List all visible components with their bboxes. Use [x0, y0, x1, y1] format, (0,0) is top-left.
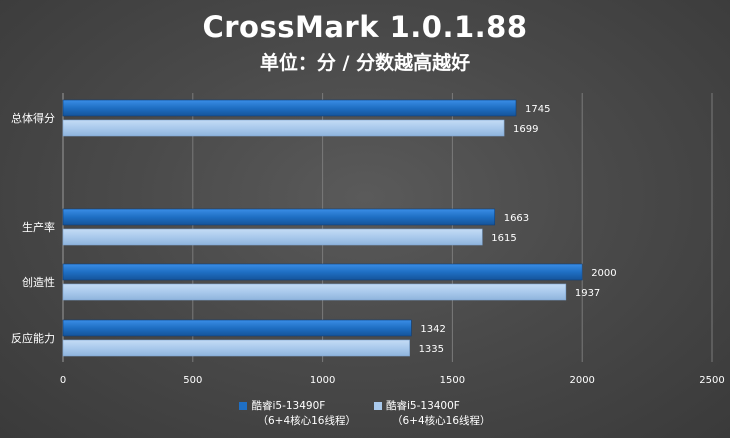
data-label: 1937: [575, 288, 600, 299]
data-label: 1699: [513, 124, 538, 135]
legend-label-series-1: 酷睿i5-13490F: [251, 400, 326, 412]
legend-swatch-series-1: [239, 402, 248, 410]
data-label: 2000: [591, 268, 616, 279]
legend-sublabel-series-1: （6+4核心16线程）: [257, 415, 356, 427]
x-tick-label: 0: [60, 375, 66, 386]
category-label: 总体得分: [11, 111, 55, 125]
data-label: 1663: [504, 213, 529, 224]
x-tick-label: 500: [183, 375, 202, 386]
bar: [62, 339, 410, 357]
x-tick-label: 2000: [569, 375, 594, 386]
chart-title: CrossMark 1.0.1.88: [202, 10, 528, 44]
legend-label-series-2: 酷睿i5-13400F: [386, 400, 460, 412]
bar: [62, 319, 412, 337]
legend-swatch-series-2: [374, 402, 382, 410]
chart-subtitle: 单位：分 / 分数越高越好: [259, 52, 471, 74]
bar: [62, 99, 517, 117]
data-label: 1335: [419, 344, 444, 355]
x-tick-label: 1000: [310, 375, 335, 386]
category-label: 反应能力: [11, 331, 55, 345]
x-tick-label: 2500: [699, 375, 724, 386]
bar: [62, 119, 505, 137]
bar: [62, 263, 583, 281]
data-label: 1342: [420, 324, 445, 335]
bar: [62, 228, 483, 246]
category-label: 创造性: [22, 275, 55, 289]
legend-item-series-2: 酷睿i5-13400F （6+4核心16线程）: [374, 399, 491, 429]
legend: 酷睿i5-13490F （6+4核心16线程） 酷睿i5-13400F （6+4…: [0, 399, 730, 429]
data-label: 1615: [491, 233, 516, 244]
data-label: 1745: [525, 104, 550, 115]
legend-sublabel-series-2: （6+4核心16线程）: [392, 415, 491, 427]
legend-item-series-1: 酷睿i5-13490F （6+4核心16线程）: [239, 399, 356, 429]
x-tick-label: 1500: [440, 375, 465, 386]
bar: [62, 283, 567, 301]
bar: [62, 208, 496, 226]
category-label: 生产率: [22, 220, 55, 234]
